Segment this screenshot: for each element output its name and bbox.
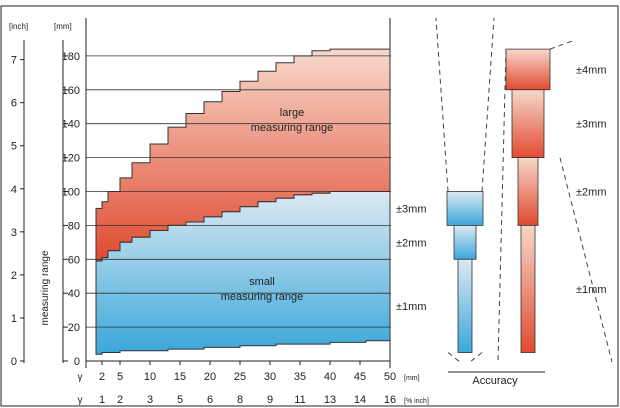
accuracy-panel-bg [391,18,617,368]
small-funnel-right [481,17,495,192]
small-accuracy-bar-1 [453,224,477,260]
large-accuracy-label-2: ±2mm [576,187,606,199]
x-tick-label-5: 5 [117,371,123,383]
inch-tick-label-5: 5 [11,141,17,153]
x-tick2-label-1: 1 [99,394,105,406]
axes: 0204060801001201401601800123456721521031… [11,40,396,406]
x-tick2-label-5: 5 [177,394,183,406]
inch-tick-label-1: 1 [11,313,17,325]
x-tick-label-2: 2 [99,371,105,383]
x-tick-label-25: 25 [234,371,246,383]
large-accuracy-bar-1 [511,89,545,159]
small-accuracy-bar-0 [446,191,484,226]
x-tick-label-20: 20 [204,371,216,383]
small-accuracy-label-0: ±3mm [396,203,426,215]
figure-frame [0,5,619,407]
accuracy-title: Accuracy [472,375,518,387]
large-funnel-right-top [549,39,576,50]
x-tick-label-50: 50 [384,371,396,383]
mm-tick-label-140: 140 [62,119,80,131]
mm-tick-label-0: 0 [74,356,80,368]
mm-tick-label-120: 120 [62,153,80,165]
inch-tick-label-0: 0 [11,356,17,368]
mm-tick-label-100: 100 [62,187,80,199]
large-range-label-line2: measuring range [251,122,334,134]
x-tick2-label-14: 14 [354,394,366,406]
small-funnel-bottom-right [469,352,483,363]
large-range-label-line1: large [280,107,304,119]
x-tick2-label-2: 2 [117,394,123,406]
x-tick2-label-8: 8 [237,394,243,406]
small-accuracy-label-1: ±2mm [396,237,426,249]
small-range-label-line1: small [249,276,275,288]
x-row2-prefix: γ [78,395,83,406]
unit-mm-label: [mm] [54,22,72,31]
x-tick2-label-3: 3 [147,394,153,406]
mm-tick-label-40: 40 [68,288,80,300]
inch-tick-label-2: 2 [11,270,17,282]
large-accuracy-bar-3 [520,224,536,353]
mm-tick-label-160: 160 [62,85,80,97]
inch-tick-label-4: 4 [11,184,17,196]
small-accuracy-bar-2 [457,258,473,353]
inch-tick-label-7: 7 [11,55,17,67]
x-row1-prefix: γ [78,372,83,383]
large-accuracy-label-3: ±1mm [576,284,606,296]
x-tick-label-10: 10 [144,371,156,383]
mm-tick-label-180: 180 [62,51,80,63]
mm-tick-label-60: 60 [68,254,80,266]
x-row2-unit: [% inch] [404,398,429,405]
y-axis-label: measuring range [40,250,51,325]
inch-tick-label-6: 6 [11,98,17,110]
large-funnel-right-bottom [559,157,613,363]
large-accuracy-bar-2 [517,157,539,226]
accuracy-panel: ±3mm ±2mm ±1mm ±4mm ±3mm ±2mm ±1mm [391,17,617,373]
small-accuracy-label-2: ±1mm [396,301,426,313]
x-tick2-label-9: 9 [267,394,273,406]
x-tick-label-45: 45 [354,371,366,383]
x-tick2-label-16: 16 [384,394,396,406]
large-funnel-left [497,49,507,363]
small-funnel-left [435,17,449,192]
x-tick-label-15: 15 [174,371,186,383]
large-accuracy-label-1: ±3mm [576,119,606,131]
small-funnel-bottom-left [447,352,461,363]
x-tick2-label-6: 6 [207,394,213,406]
range-areas [95,48,391,355]
mm-tick-label-80: 80 [68,220,80,232]
x-tick-label-35: 35 [294,371,306,383]
mm-tick-label-20: 20 [68,322,80,334]
inch-tick-label-3: 3 [11,227,17,239]
x-row1-unit: [mm] [404,375,420,382]
large-accuracy-bar-0 [505,48,551,91]
x-tick-label-30: 30 [264,371,276,383]
x-tick-label-40: 40 [324,371,336,383]
x-tick2-label-13: 13 [324,394,336,406]
x-tick2-label-11: 11 [294,394,305,406]
unit-inch-label: [inch] [9,22,28,31]
small-range-label-line2: measuring range [221,291,304,303]
large-accuracy-label-0: ±4mm [576,64,606,76]
